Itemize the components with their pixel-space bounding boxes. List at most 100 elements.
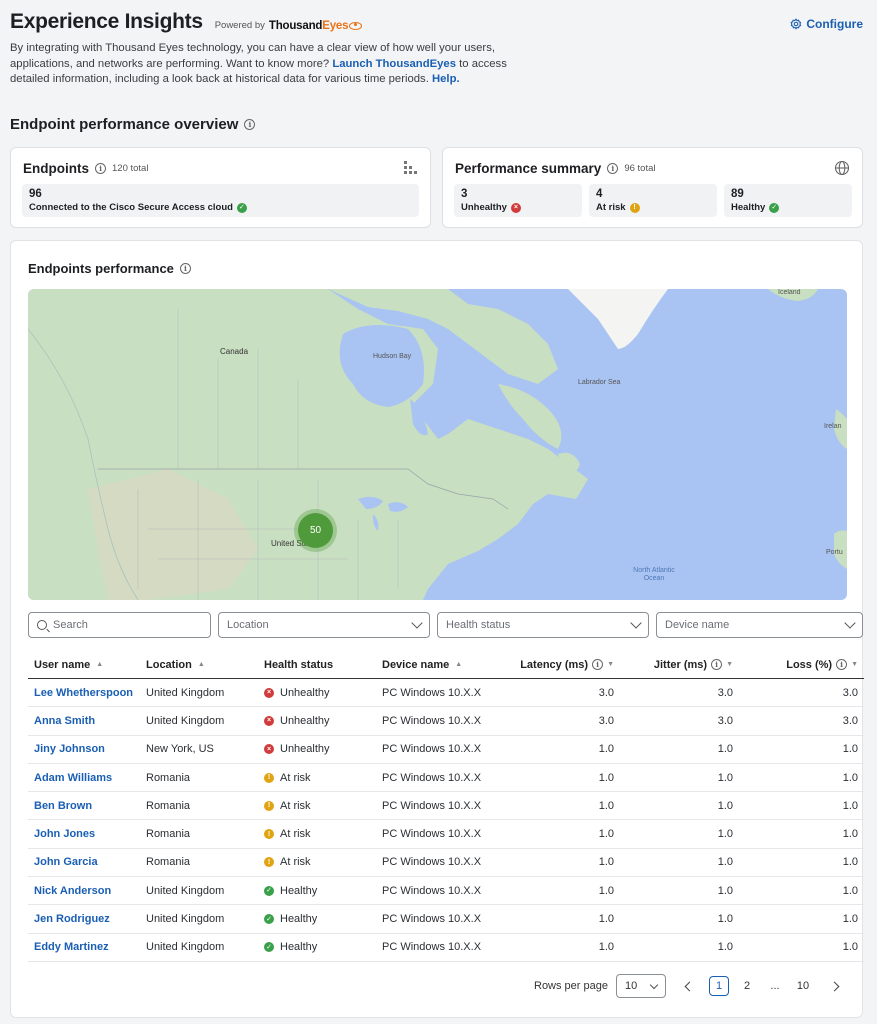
user-name-link[interactable]: Anna Smith <box>34 714 96 727</box>
table-row[interactable]: John Jones Romania ! At risk PC Windows 10.X… <box>28 820 864 849</box>
device-cell: PC Windows 10.X.X <box>382 941 482 954</box>
at-risk-stat[interactable]: 4 At risk! <box>589 184 717 217</box>
col-location[interactable]: Location ▲ <box>146 658 205 671</box>
user-name-link[interactable]: Eddy Martinez <box>34 941 109 954</box>
jitter-cell: 1.0 <box>717 743 733 756</box>
endpoints-performance-panel: Endpoints performance i <box>10 240 864 1018</box>
grid-icon[interactable] <box>402 160 418 176</box>
warning-icon: ! <box>264 829 274 840</box>
info-icon[interactable]: i <box>95 163 106 174</box>
next-page-icon[interactable] <box>829 981 840 991</box>
prev-page-icon[interactable] <box>684 981 695 991</box>
rows-per-page-value: 10 <box>625 980 638 992</box>
sort-icon: ▲ <box>96 661 104 668</box>
endpoints-performance-title: Endpoints performance i <box>28 261 191 276</box>
endpoints-title: Endpoints <box>23 161 89 176</box>
health-cell: ! At risk <box>264 772 382 784</box>
loss-cell: 1.0 <box>842 884 858 897</box>
location-cell: New York, US <box>146 743 214 756</box>
health-status-filter[interactable]: Health status <box>437 612 649 638</box>
table-row[interactable]: Nick Anderson United Kingdom ✓ Healthy PC Wi… <box>28 877 864 906</box>
chevron-down-icon <box>649 980 659 989</box>
page-title: Experience Insights <box>10 10 203 33</box>
info-icon[interactable]: i <box>607 163 619 174</box>
powered-by-text: Powered by <box>214 20 265 31</box>
endpoints-total: 120 total <box>112 163 149 174</box>
table-row[interactable]: Adam Williams Romania ! At risk PC Windows 1… <box>28 764 864 793</box>
search-input[interactable]: Search <box>28 612 211 638</box>
health-cell: × Unhealthy <box>264 715 382 727</box>
table-row[interactable]: Ben Brown Romania ! At risk PC Windows 10.X.… <box>28 792 864 821</box>
jitter-cell: 1.0 <box>717 799 733 812</box>
table-row[interactable]: Jen Rodriguez United Kingdom ✓ Healthy PC Wi… <box>28 905 864 934</box>
location-cell: Romania <box>146 771 191 784</box>
health-cell: ✓ Healthy <box>264 913 382 925</box>
error-icon: × <box>264 687 274 698</box>
endpoints-map[interactable]: Canada Hudson Bay Labrador Sea Iceland I… <box>28 289 847 600</box>
map-label-united-states: United States <box>271 539 320 548</box>
user-name-link[interactable]: John Jones <box>34 828 96 841</box>
latency-cell: 1.0 <box>598 913 614 926</box>
latency-cell: 3.0 <box>598 714 614 727</box>
launch-thousandeyes-link[interactable]: Launch ThousandEyes <box>332 57 456 70</box>
col-device-name[interactable]: Device name ▲ <box>382 658 463 671</box>
table-row[interactable]: Lee Whetherspoon United Kingdom × Unhealthy… <box>28 679 864 708</box>
health-cell: ✓ Healthy <box>264 885 382 897</box>
search-placeholder: Search <box>53 619 88 631</box>
col-user-name[interactable]: User name ▲ <box>34 658 104 671</box>
col-loss[interactable]: Loss (%) i ▼ <box>786 658 858 671</box>
col-jitter[interactable]: Jitter (ms) i ▼ <box>653 658 733 671</box>
user-name-link[interactable]: Ben Brown <box>34 799 93 812</box>
unhealthy-stat[interactable]: 3 Unhealthy × <box>454 184 582 217</box>
location-cell: United Kingdom <box>146 686 225 699</box>
table-row[interactable]: Eddy Martinez United Kingdom ✓ Healthy PC Wi… <box>28 934 864 962</box>
loss-cell: 1.0 <box>842 799 858 812</box>
col-latency[interactable]: Latency (ms) i ▼ <box>520 658 614 671</box>
search-icon <box>37 620 47 630</box>
table-row[interactable]: Jiny Johnson New York, US × Unhealthy PC Win… <box>28 736 864 764</box>
endpoint-cluster-marker[interactable]: 50 <box>298 513 333 548</box>
jitter-cell: 3.0 <box>717 686 733 699</box>
location-cell: United Kingdom <box>146 913 225 926</box>
latency-cell: 3.0 <box>598 686 614 699</box>
device-cell: PC Windows 10.X.X <box>382 828 482 841</box>
chevron-down-icon <box>844 617 856 629</box>
user-name-link[interactable]: Nick Anderson <box>34 884 112 897</box>
location-cell: United Kingdom <box>146 941 225 954</box>
info-icon[interactable]: i <box>179 263 191 274</box>
page-current[interactable]: 1 <box>709 976 729 996</box>
device-name-filter[interactable]: Device name <box>656 612 863 638</box>
warning-icon: ! <box>264 800 274 811</box>
page-last[interactable]: 10 <box>796 980 810 992</box>
error-icon: × <box>510 202 521 213</box>
user-name-link[interactable]: Lee Whetherspoon <box>34 686 134 699</box>
map-label-ireland: Irelan <box>824 423 842 430</box>
rows-per-page-select[interactable]: 10 <box>616 974 666 998</box>
sort-icon: ▲ <box>455 661 463 668</box>
user-name-link[interactable]: Jiny Johnson <box>34 743 105 756</box>
help-link[interactable]: Help. <box>431 73 460 85</box>
user-name-link[interactable]: Jen Rodriguez <box>34 913 110 926</box>
table-row[interactable]: John Garcia Romania ! At risk PC Windows 10.… <box>28 849 864 878</box>
loss-cell: 1.0 <box>842 771 858 784</box>
location-filter[interactable]: Location <box>218 612 430 638</box>
configure-button[interactable]: Configure <box>790 17 863 31</box>
sort-icon: ▼ <box>726 661 733 668</box>
latency-cell: 1.0 <box>598 856 614 869</box>
location-filter-label: Location <box>227 619 269 631</box>
info-icon[interactable]: i <box>244 119 256 130</box>
page-2[interactable]: 2 <box>743 980 751 992</box>
powered-by: Powered by ThousandEyes <box>215 20 363 32</box>
user-name-link[interactable]: John Garcia <box>34 856 98 869</box>
info-icon: i <box>836 659 848 670</box>
user-name-link[interactable]: Adam Williams <box>34 771 113 784</box>
globe-icon[interactable] <box>834 160 850 176</box>
table-row[interactable]: Anna Smith United Kingdom × Unhealthy PC Win… <box>28 707 864 736</box>
map-label-canada: Canada <box>220 347 249 356</box>
healthy-stat[interactable]: 89 Healthy ✓ <box>724 184 852 217</box>
gear-icon <box>790 18 802 30</box>
loss-cell: 3.0 <box>842 714 858 727</box>
thousandeyes-logo: ThousandEyes <box>268 19 349 32</box>
latency-cell: 1.0 <box>598 941 614 954</box>
jitter-cell: 1.0 <box>717 941 733 954</box>
